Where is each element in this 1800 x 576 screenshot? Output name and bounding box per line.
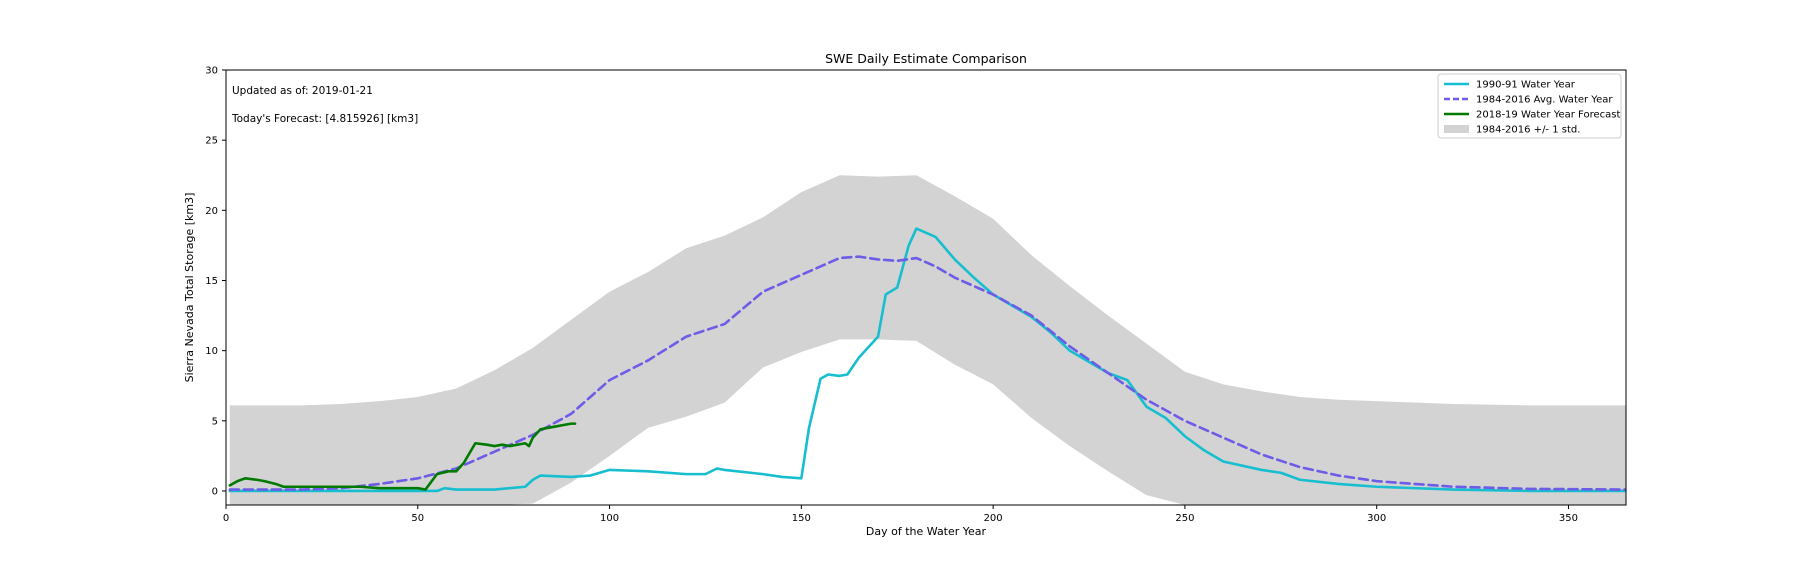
legend-entry: 2018-19 Water Year Forecast (1476, 110, 1620, 121)
y-tick-label: 20 (205, 206, 218, 217)
y-tick-label: 25 (205, 136, 218, 147)
legend-entry: 1984-2016 Avg. Water Year (1476, 95, 1613, 106)
plot-frame (225, 69, 1627, 506)
y-axis-label: Sierra Nevada Total Storage [km3] (183, 193, 196, 383)
x-axis-ticks: 0 50 100 150 200 250 300 350 (223, 505, 1578, 524)
x-tick-label: 300 (1367, 513, 1386, 524)
legend: 1990-91 Water Year 1984-2016 Avg. Water Y… (1437, 73, 1622, 139)
series-line-1 (228, 255, 1626, 491)
legend-swatch (1444, 125, 1469, 133)
std-band (229, 175, 1626, 505)
series-line-0 (228, 227, 1626, 493)
x-tick-label: 350 (1559, 513, 1578, 524)
x-tick-label: 100 (600, 513, 619, 524)
y-tick-label: 5 (212, 416, 218, 427)
legend-box (1437, 73, 1622, 139)
legend-entry: 1984-2016 +/- 1 std. (1476, 125, 1580, 136)
updated-date-annotation: Updated as of: 2019-01-21 (232, 85, 373, 97)
x-tick-label: 200 (984, 513, 1003, 524)
y-tick-label: 10 (205, 346, 218, 357)
x-tick-label: 150 (792, 513, 811, 524)
series-line-2 (228, 422, 577, 491)
x-axis-label: Day of the Water Year (866, 525, 987, 538)
y-tick-label: 0 (212, 486, 218, 497)
y-axis-ticks: 0 5 10 15 20 25 30 (205, 66, 226, 497)
y-tick-label: 30 (205, 66, 218, 77)
x-tick-label: 50 (411, 513, 424, 524)
y-tick-label: 15 (205, 276, 218, 287)
forecast-annotation: Today's Forecast: [4.815926] [km3] (231, 113, 418, 125)
legend-entry: 1990-91 Water Year (1476, 80, 1576, 91)
std-band-layer (229, 175, 1626, 505)
chart-title: SWE Daily Estimate Comparison (825, 51, 1027, 66)
x-tick-label: 250 (1175, 513, 1194, 524)
series-layer (228, 227, 1626, 493)
x-tick-label: 0 (223, 513, 229, 524)
